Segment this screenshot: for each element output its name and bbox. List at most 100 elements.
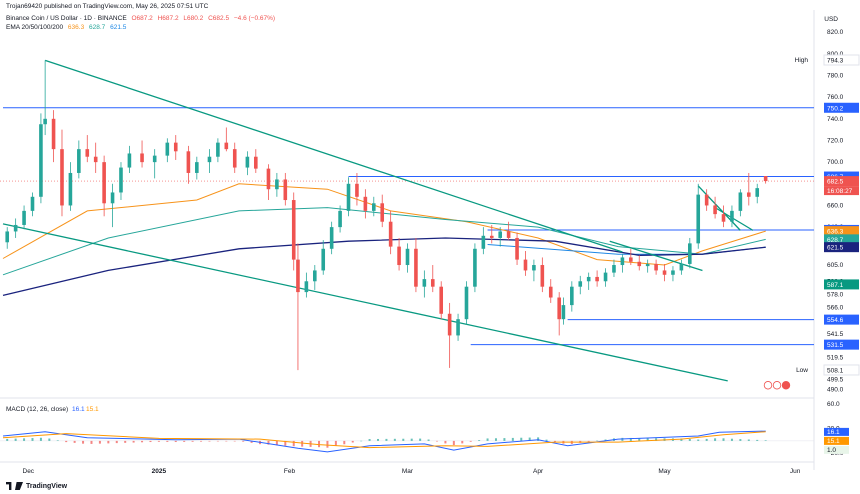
candle-body[interactable] bbox=[713, 205, 717, 215]
candle-body[interactable] bbox=[570, 286, 574, 306]
candle-body[interactable] bbox=[523, 259, 528, 271]
candle-body[interactable] bbox=[397, 246, 401, 266]
candle-body[interactable] bbox=[586, 276, 591, 282]
candle-body[interactable] bbox=[473, 248, 477, 287]
candle-body[interactable] bbox=[481, 235, 486, 249]
candle-body[interactable] bbox=[224, 142, 229, 150]
candle-body[interactable] bbox=[363, 196, 368, 211]
candle-body[interactable] bbox=[291, 200, 296, 260]
event-flag-icon[interactable] bbox=[772, 381, 782, 390]
candle-body[interactable] bbox=[60, 149, 64, 206]
candle-body[interactable] bbox=[447, 313, 452, 336]
candle-body[interactable] bbox=[696, 194, 701, 244]
candle-body[interactable] bbox=[730, 210, 734, 222]
candle-body[interactable] bbox=[506, 231, 511, 238]
candle-body[interactable] bbox=[380, 203, 385, 222]
candle-body[interactable] bbox=[557, 297, 561, 320]
candle-body[interactable] bbox=[93, 156, 98, 163]
candle-body[interactable] bbox=[637, 261, 642, 267]
candle-body[interactable] bbox=[165, 142, 170, 156]
candle-body[interactable] bbox=[721, 214, 726, 222]
candle-body[interactable] bbox=[763, 176, 768, 182]
candle-body[interactable] bbox=[140, 153, 144, 163]
candle-body[interactable] bbox=[498, 231, 502, 238]
candle-body[interactable] bbox=[329, 227, 334, 249]
candle-body[interactable] bbox=[388, 221, 393, 247]
candle-body[interactable] bbox=[186, 151, 191, 173]
candle-body[interactable] bbox=[355, 183, 359, 197]
candle-body[interactable] bbox=[603, 272, 608, 282]
candle-body[interactable] bbox=[22, 210, 26, 225]
candle-body[interactable] bbox=[464, 286, 469, 320]
symbol-legend[interactable]: Binance Coin / US Dollar · 1D · BINANCE … bbox=[6, 15, 278, 22]
candle-body[interactable] bbox=[68, 172, 73, 206]
candle-body[interactable] bbox=[645, 263, 650, 267]
candle-body[interactable] bbox=[110, 192, 115, 204]
candle-body[interactable] bbox=[43, 118, 47, 125]
candle-body[interactable] bbox=[173, 142, 178, 152]
candle-body[interactable] bbox=[30, 196, 35, 211]
candle-body[interactable] bbox=[321, 248, 326, 271]
candle-body[interactable] bbox=[548, 286, 553, 298]
candle-body[interactable] bbox=[612, 265, 616, 273]
candle-body[interactable] bbox=[540, 265, 545, 287]
candle-body[interactable] bbox=[654, 263, 658, 271]
candle-body[interactable] bbox=[671, 270, 675, 275]
candle-body[interactable] bbox=[216, 142, 220, 157]
candle-body[interactable] bbox=[119, 167, 123, 193]
candle-body[interactable] bbox=[595, 276, 599, 282]
event-flag-icon[interactable] bbox=[781, 381, 791, 390]
candle-body[interactable] bbox=[629, 257, 633, 262]
candle-body[interactable] bbox=[102, 162, 106, 204]
candle-body[interactable] bbox=[85, 149, 90, 157]
candle-body[interactable] bbox=[746, 192, 751, 197]
candle-body[interactable] bbox=[489, 235, 494, 238]
candle-body[interactable] bbox=[738, 192, 743, 211]
trendline[interactable] bbox=[2, 223, 728, 382]
trendline[interactable] bbox=[609, 240, 703, 272]
candle-body[interactable] bbox=[346, 183, 351, 211]
candle-body[interactable] bbox=[515, 237, 519, 260]
candle-body[interactable] bbox=[254, 156, 258, 169]
candle-body[interactable] bbox=[430, 279, 435, 287]
candle-body[interactable] bbox=[414, 248, 418, 287]
candle-body[interactable] bbox=[152, 155, 157, 163]
candle-body[interactable] bbox=[275, 179, 279, 190]
candle-body[interactable] bbox=[422, 279, 427, 287]
candle-body[interactable] bbox=[456, 319, 460, 336]
trendline[interactable] bbox=[44, 59, 623, 253]
candle-body[interactable] bbox=[296, 259, 300, 293]
candle-body[interactable] bbox=[232, 149, 237, 168]
candle-body[interactable] bbox=[662, 270, 667, 275]
candle-body[interactable] bbox=[39, 124, 43, 197]
candle-body[interactable] bbox=[439, 286, 444, 314]
candle-body[interactable] bbox=[77, 149, 81, 173]
trendline[interactable] bbox=[697, 185, 741, 231]
candle-body[interactable] bbox=[304, 281, 309, 293]
candle-body[interactable] bbox=[266, 168, 271, 190]
candle-body[interactable] bbox=[532, 265, 536, 271]
ema-legend[interactable]: EMA 20/50/100/200 636.3 628.7 621.5 bbox=[6, 24, 129, 31]
event-flag-icon[interactable] bbox=[763, 381, 773, 390]
candle-body[interactable] bbox=[688, 243, 692, 264]
candle-body[interactable] bbox=[207, 156, 212, 163]
candle-body[interactable] bbox=[405, 248, 410, 266]
candle-body[interactable] bbox=[620, 257, 625, 266]
candle-body[interactable] bbox=[313, 270, 317, 282]
candle-body[interactable] bbox=[704, 194, 709, 206]
tradingview-logo[interactable]: TradingView bbox=[6, 482, 67, 490]
candle-body[interactable] bbox=[127, 153, 132, 168]
candle-body[interactable] bbox=[679, 263, 684, 271]
candle-body[interactable] bbox=[13, 224, 18, 232]
candle-body[interactable] bbox=[51, 118, 56, 150]
candle-body[interactable] bbox=[245, 156, 250, 168]
candle-body[interactable] bbox=[578, 281, 583, 287]
candle-body[interactable] bbox=[371, 203, 376, 211]
candle-body[interactable] bbox=[755, 188, 760, 197]
candle-body[interactable] bbox=[283, 179, 288, 201]
candle-body[interactable] bbox=[5, 231, 10, 243]
candle-body[interactable] bbox=[195, 162, 199, 173]
candle-body[interactable] bbox=[561, 305, 566, 320]
candle-body[interactable] bbox=[338, 210, 342, 228]
